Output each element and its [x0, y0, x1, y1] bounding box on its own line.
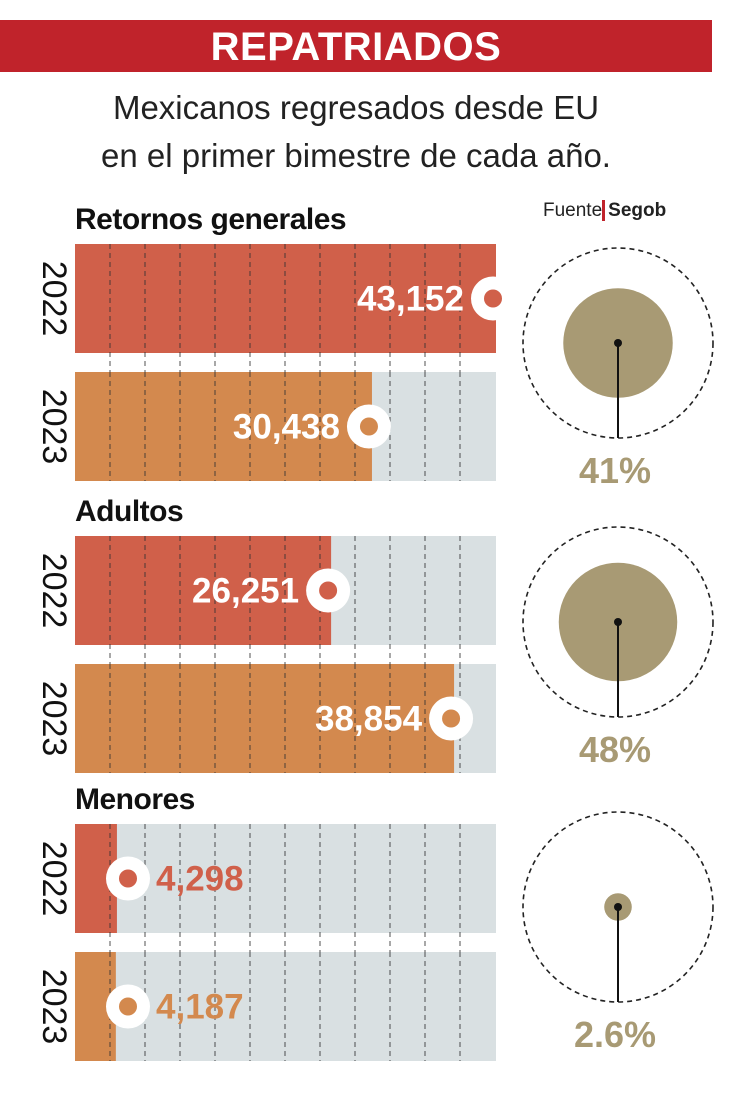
marker-dot	[119, 997, 137, 1016]
marker-dot	[484, 289, 502, 308]
value-label: 43,152	[357, 280, 464, 319]
year-label: 2023	[35, 681, 73, 757]
value-label: 4,187	[156, 988, 244, 1027]
panel-title: Adultos	[75, 495, 183, 528]
bar-2022	[75, 536, 332, 645]
year-label: 2022	[35, 553, 73, 629]
year-label: 2022	[35, 261, 73, 337]
panel-title: Menores	[75, 783, 195, 816]
bar-2023	[75, 372, 372, 481]
source-label: Fuente	[543, 200, 603, 221]
source-credit: Fuente Segob	[543, 200, 667, 222]
value-label: 26,251	[192, 572, 299, 611]
percent-label: 2.6%	[574, 1014, 656, 1055]
percent-label: 48%	[579, 729, 651, 770]
pointer-dot	[614, 903, 622, 911]
subtitle-line-1: Mexicanos regresados desde EU	[112, 89, 600, 126]
percent-label: 41%	[579, 450, 651, 491]
marker-dot	[442, 709, 461, 728]
value-label: 4,298	[156, 860, 244, 899]
source-value: Segob	[602, 200, 667, 221]
pointer-dot	[614, 339, 622, 347]
chart-subtitle: Mexicanos regresados desde EU en el prim…	[0, 84, 712, 180]
marker-dot	[319, 581, 338, 600]
bar-2023	[75, 664, 455, 773]
marker-dot	[119, 869, 137, 888]
panel-title: Retornos generales	[75, 203, 346, 236]
chart-title: REPATRIADOS	[0, 20, 712, 72]
pointer-dot	[614, 618, 622, 626]
year-label: 2023	[35, 389, 73, 465]
marker-dot	[359, 417, 378, 436]
value-label: 38,854	[315, 700, 423, 739]
year-label: 2022	[35, 841, 73, 917]
value-label: 30,438	[233, 408, 340, 447]
year-label: 2023	[35, 969, 73, 1045]
subtitle-line-2: en el primer bimestre de cada año.	[101, 137, 611, 174]
